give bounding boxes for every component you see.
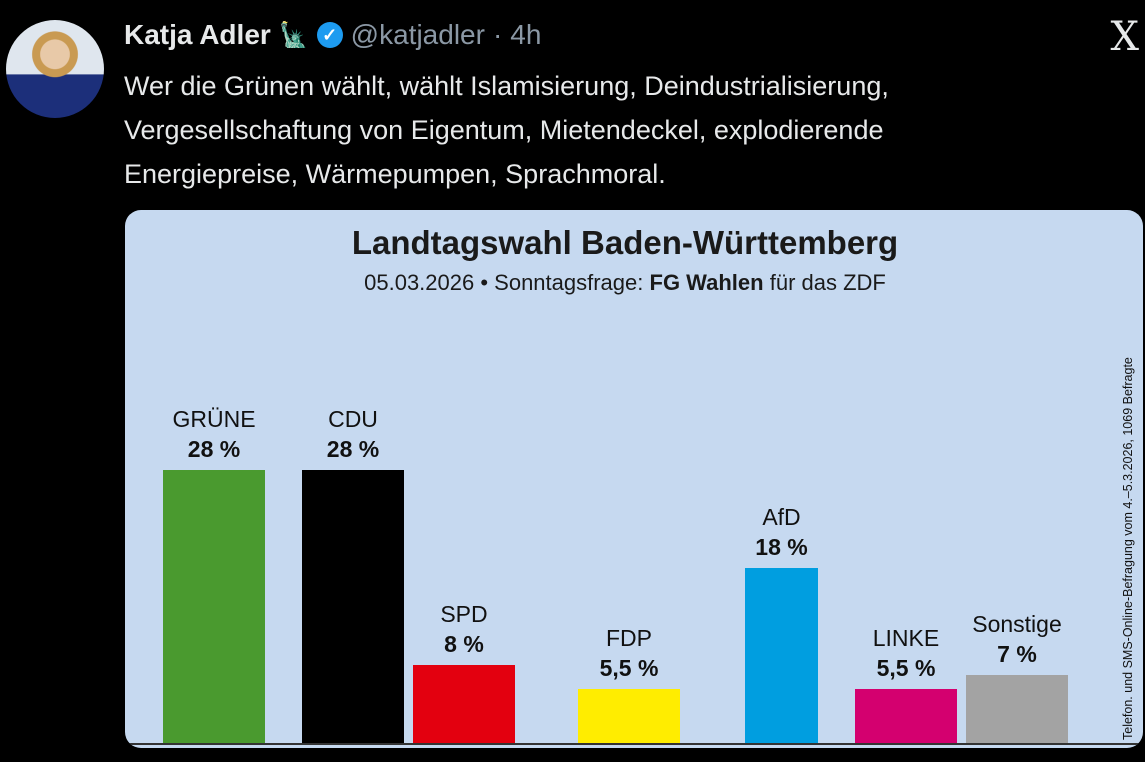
statue-of-liberty-icon: 🗽 — [278, 21, 309, 49]
tweet-header: Katja Adler 🗽 ✓ @katjadler · 4h — [124, 16, 541, 54]
separator: · — [492, 19, 503, 50]
subtitle-institute: FG Wahlen — [649, 270, 764, 295]
bar-afd — [745, 567, 818, 743]
subtitle-client: für das ZDF — [769, 270, 886, 295]
chart-title: Landtagswahl Baden-Württemberg — [351, 224, 899, 261]
chart-baseline — [125, 743, 1143, 745]
author-handle[interactable]: @katjadler — [350, 19, 485, 50]
timestamp[interactable]: 4h — [510, 19, 542, 50]
party-value: 18 % — [755, 533, 808, 560]
party-value: 7 % — [997, 640, 1037, 667]
bar-label-linke: LINKE 5,5 % — [836, 623, 976, 683]
bar-label-fdp: FDP 5,5 % — [559, 623, 699, 683]
party-value: 5,5 % — [876, 655, 936, 682]
bar-sonstige — [966, 674, 1068, 743]
party-value: 28 % — [187, 436, 241, 462]
bar-label-cdu: CDU 28 % — [283, 404, 423, 464]
bar-linke — [855, 689, 957, 743]
subtitle-date: 05.03.2026 • Sonntagsfrage: — [364, 270, 644, 295]
party-name: FDP — [606, 625, 652, 652]
avatar[interactable] — [6, 20, 104, 118]
bar-label-sonstige: Sonstige 7 % — [947, 609, 1087, 669]
bar-fdp — [578, 689, 680, 743]
bar-label-spd: SPD 8 % — [394, 599, 534, 659]
bar-grüne — [163, 470, 265, 743]
poll-chart-image[interactable]: Landtagswahl Baden-Württemberg 05.03.202… — [125, 210, 1143, 748]
party-value: 28 % — [326, 436, 380, 462]
party-name: LINKE — [872, 625, 940, 652]
bar-label-afd: AfD 18 % — [712, 502, 852, 562]
x-logo-icon: X — [1110, 14, 1139, 60]
party-name: Sonstige — [972, 610, 1062, 637]
tweet-text: Wer die Grünen wählt, wählt Islamisierun… — [124, 71, 889, 189]
chart-subtitle: 05.03.2026 • Sonntagsfrage: FG Wahlen fü… — [125, 270, 1125, 296]
party-name: SPD — [440, 601, 488, 627]
bar-label-grüne: GRÜNE 28 % — [144, 404, 284, 464]
verified-badge-icon: ✓ — [316, 22, 343, 48]
party-name: CDU — [328, 406, 378, 432]
party-name: GRÜNE — [172, 406, 256, 432]
party-value: 8 % — [444, 631, 484, 657]
author-name[interactable]: Katja Adler — [124, 19, 271, 50]
bar-spd — [413, 665, 515, 743]
party-value: 5,5 % — [599, 655, 659, 682]
party-name: AfD — [762, 503, 801, 530]
chart-source-note: Telefon. und SMS-Online-Befragung vom 4.… — [1121, 357, 1135, 740]
bar-cdu — [302, 470, 404, 743]
